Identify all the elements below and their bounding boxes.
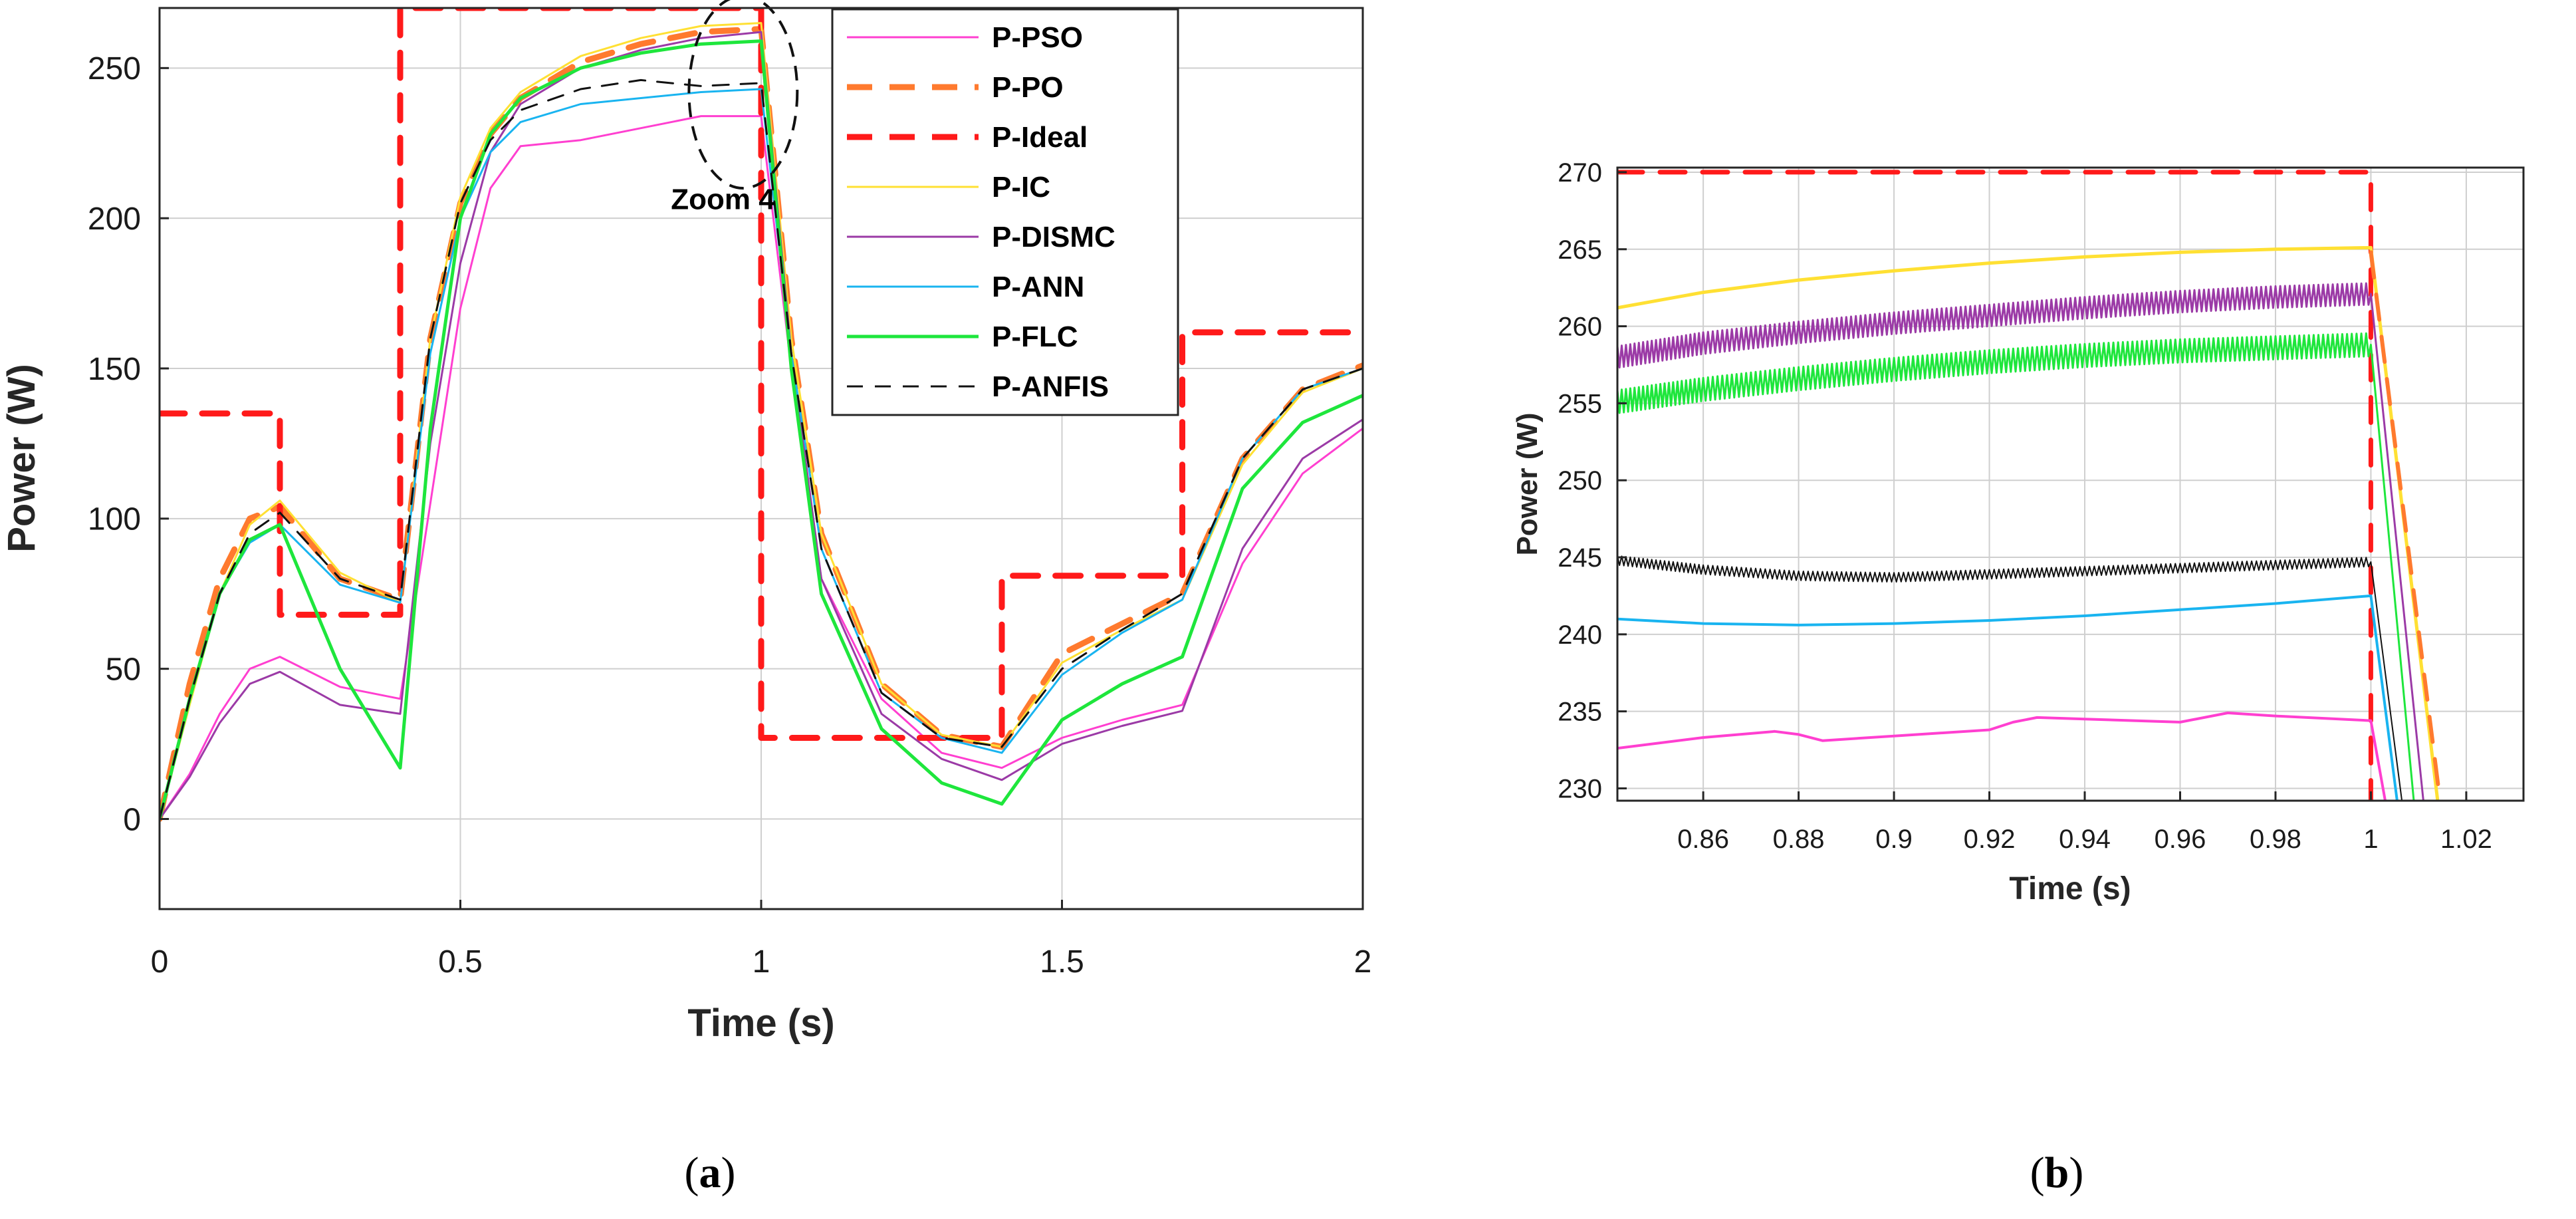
y-tick-label: 230 [1558, 774, 1602, 803]
x-tick-label: 0 [151, 944, 169, 980]
legend-label-p-flc: P-FLC [992, 321, 1078, 353]
legend-label-p-ic: P-IC [992, 171, 1050, 203]
caption-a: (a) [685, 1149, 736, 1197]
x-tick-label: 0.96 [2155, 825, 2206, 854]
zoom-circle [687, 0, 799, 190]
series-p-ic-line [160, 22, 1363, 820]
chart-b-frame [1616, 166, 2525, 802]
series-p-pso-line [160, 115, 1363, 820]
y-tick-label: 270 [1558, 158, 1602, 188]
x-tick-label: 0.9 [1875, 825, 1913, 854]
series-p-ann-line [160, 88, 1363, 820]
series-p-dismc-line [160, 31, 1363, 820]
legend-label-p-po: P-PO [992, 71, 1064, 104]
x-tick-label: 2 [1354, 944, 1372, 980]
x-tick-label: 0.88 [1773, 825, 1825, 854]
chart-b-x-axis-label: Time (s) [2009, 871, 2131, 906]
x-tick-label: 0.86 [1677, 825, 1729, 854]
y-tick-label: 265 [1558, 235, 1602, 265]
y-tick-label: 235 [1558, 698, 1602, 727]
chart-b: 0.86 0.88 0.9 0.92 0.94 0.96 0.98 1 1.02 230 235 24… [1511, 158, 2525, 906]
chart-b-ticks: 0.86 0.88 0.9 0.92 0.94 0.96 0.98 1 1.02 230 235 24… [1558, 158, 2492, 854]
x-tick-label: 0.92 [1964, 825, 2016, 854]
y-tick-label: 100 [88, 502, 141, 537]
chart-a-y-axis-label: Power (W) [0, 364, 43, 553]
zoom-label: Zoom 4 [671, 184, 775, 216]
y-tick-label: 250 [1558, 466, 1602, 495]
series-p-ideal-line [160, 8, 1363, 741]
series-p-po-line [160, 26, 1363, 822]
x-tick-label: 0.98 [2250, 825, 2301, 854]
x-tick-label: 1.5 [1040, 944, 1084, 980]
y-tick-label: 245 [1558, 543, 1602, 573]
series-p-ideal-line [1617, 170, 2373, 801]
x-tick-label: 1 [753, 944, 770, 980]
series-p-flc-line [1617, 332, 2415, 801]
caption-b-letter: b [2045, 1149, 2069, 1197]
series-p-pso-line [1617, 712, 2387, 801]
caption-a-letter: a [699, 1149, 721, 1197]
series-p-anfis-line [160, 78, 1363, 820]
series-p-ann-line [1617, 594, 2399, 801]
legend-label-p-dismc: P-DISMC [992, 221, 1115, 253]
x-tick-label: 1.02 [2440, 825, 2492, 854]
chart-a-ticks: 0 0.5 1 1.5 2 0 50 100 150 200 250 [88, 51, 1371, 980]
series-p-po-line [2369, 250, 2442, 801]
legend: P-PSO P-PO P-Ideal P-IC P-DISMC P-ANN P-FLC P-A… [831, 8, 1179, 416]
chart-a-series [160, 8, 1363, 822]
caption-b: (b) [2030, 1149, 2084, 1197]
legend-label-p-anfis: P-ANFIS [992, 370, 1109, 403]
y-tick-label: 200 [88, 202, 141, 237]
legend-label-p-ideal: P-Ideal [992, 121, 1088, 154]
series-p-anfis-line [1617, 555, 2403, 801]
y-tick-label: 50 [106, 652, 141, 687]
y-tick-label: 150 [88, 352, 141, 387]
x-tick-label: 0.94 [2059, 825, 2111, 854]
series-p-flc-line [160, 39, 1363, 821]
y-tick-label: 240 [1558, 620, 1602, 650]
chart-b-series [1617, 170, 2442, 801]
chart-a-annotation: Zoom 4 [671, 0, 799, 216]
y-tick-label: 0 [123, 802, 141, 837]
x-tick-label: 1 [2363, 825, 2378, 854]
legend-label-p-ann: P-ANN [992, 271, 1084, 303]
y-tick-label: 250 [88, 51, 141, 86]
y-tick-label: 260 [1558, 313, 1602, 342]
chart-b-y-axis-label: Power (W) [1511, 412, 1544, 555]
x-tick-label: 0.5 [438, 944, 483, 980]
series-p-dismc-line [1617, 282, 2424, 801]
y-tick-label: 255 [1558, 389, 1602, 418]
chart-a-x-axis-label: Time (s) [687, 1002, 834, 1045]
legend-box [831, 8, 1179, 416]
series-p-ic-line [1617, 245, 2440, 801]
legend-label-p-pso: P-PSO [992, 21, 1083, 54]
